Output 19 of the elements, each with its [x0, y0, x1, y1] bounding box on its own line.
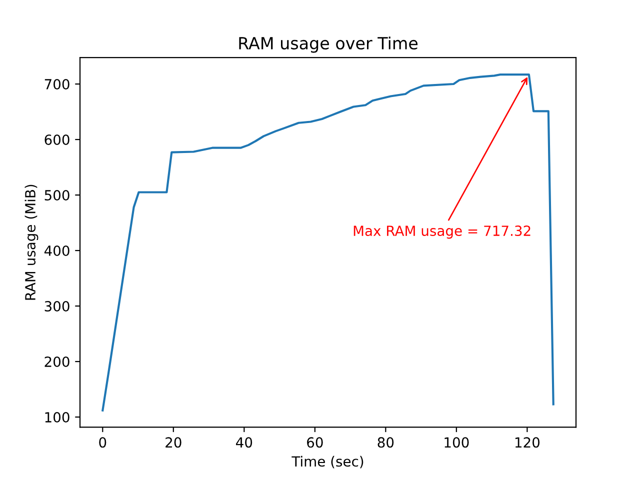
chart-title: RAM usage over Time [239, 36, 418, 53]
y-axis-title: RAM usage (MiB) [24, 184, 38, 300]
x-tick-label: 20 [166, 437, 182, 448]
y-tick-label: 100 [45, 412, 70, 423]
y-tick-label: 300 [44, 301, 70, 312]
y-tick-label: 400 [44, 246, 70, 256]
x-tick-label: 0 [99, 437, 106, 448]
y-tick-label: 600 [44, 134, 70, 145]
y-tick-label: 200 [44, 356, 70, 368]
x-tick-label: 80 [378, 437, 394, 448]
x-axis-title: Time (sec) [292, 456, 364, 468]
annotation: Max RAM usage = 717.32 [354, 226, 530, 239]
x-tick-label: 120 [515, 437, 540, 448]
line-series [102, 74, 554, 412]
y-tick-label: 500 [44, 190, 70, 200]
x-tick-label: 40 [236, 437, 252, 448]
x-tick-label: 100 [444, 437, 469, 448]
y-tick-label: 700 [44, 78, 70, 90]
x-tick-label: 60 [307, 437, 323, 448]
